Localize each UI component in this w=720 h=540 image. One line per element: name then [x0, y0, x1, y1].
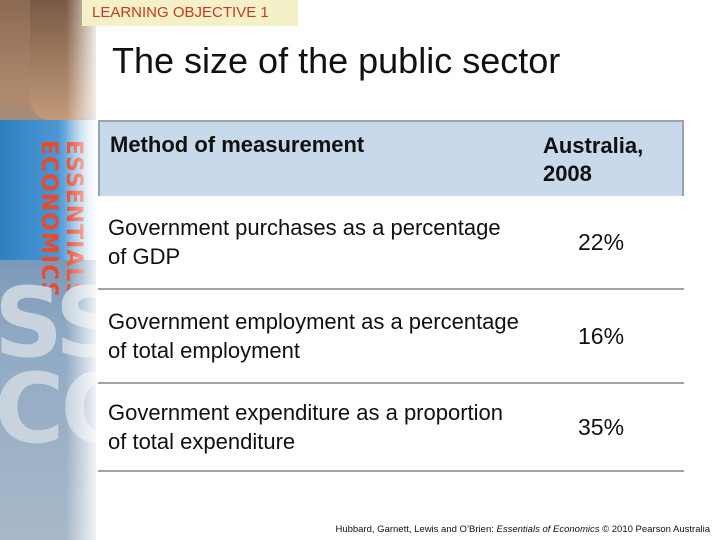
table-row: Government purchases as a percentage of …	[98, 196, 684, 290]
footer-book-title: Essentials of Economics	[496, 524, 600, 535]
slide-title: The size of the public sector	[112, 40, 561, 81]
row-value: 22%	[578, 228, 625, 255]
row-method: Government expenditure as a proportion o…	[108, 399, 504, 454]
footer-copyright: © 2010 Pearson Australia	[599, 524, 710, 535]
table-header-row: Method of measurement Australia, 2008	[98, 120, 684, 196]
public-sector-table: Method of measurement Australia, 2008 Go…	[98, 120, 684, 472]
photo-fade	[66, 0, 96, 540]
table-row: Government expenditure as a proportion o…	[98, 384, 684, 472]
copyright-footer: Hubbard, Garnett, Lewis and O’Brien: Ess…	[335, 524, 710, 535]
row-method: Government employment as a percentage of…	[108, 308, 519, 363]
cover-photo-strip: ESSENTIALS ECONOMICS SS CO	[0, 0, 96, 540]
row-value: 35%	[578, 413, 625, 440]
learning-objective-tag: LEARNING OBJECTIVE 1	[82, 0, 298, 26]
footer-authors: Hubbard, Garnett, Lewis and O’Brien:	[335, 524, 497, 535]
row-value: 16%	[578, 322, 625, 349]
header-value: Australia, 2008	[542, 133, 644, 186]
header-method: Method of measurement	[110, 132, 365, 157]
row-method: Government purchases as a percentage of …	[108, 214, 501, 269]
table-row: Government employment as a percentage of…	[98, 290, 684, 384]
